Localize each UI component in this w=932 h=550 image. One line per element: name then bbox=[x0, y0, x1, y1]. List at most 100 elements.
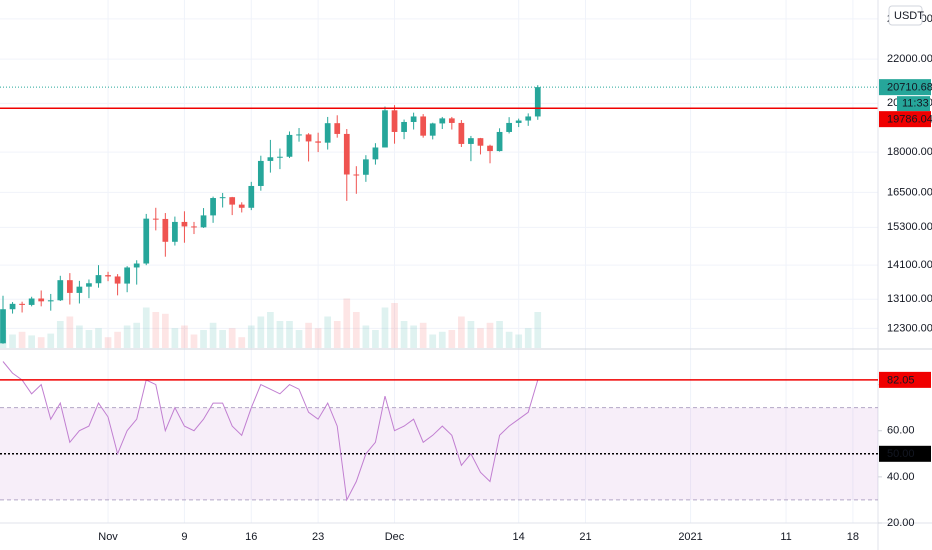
volume-bar bbox=[352, 312, 360, 348]
volume-bar bbox=[47, 333, 55, 348]
volume-bar bbox=[28, 335, 35, 348]
volume-bar bbox=[438, 331, 446, 348]
y-tick-label: 14100.00 bbox=[887, 259, 932, 271]
candle-body bbox=[353, 174, 360, 176]
volume-bar bbox=[534, 312, 542, 348]
y-tick-label: 15300.00 bbox=[887, 221, 932, 233]
volume-bar bbox=[458, 316, 465, 348]
candle-body bbox=[9, 303, 16, 310]
rsi-line bbox=[2, 361, 539, 502]
y-tick-label: 22000.00 bbox=[887, 53, 932, 65]
volume-bar bbox=[267, 312, 274, 348]
candle-body bbox=[429, 123, 436, 136]
volume-bar bbox=[181, 325, 188, 348]
countdown: 11:33 bbox=[902, 98, 929, 110]
candle-body bbox=[487, 145, 493, 152]
volume-bar bbox=[486, 322, 494, 348]
x-tick-label: 2021 bbox=[678, 531, 702, 543]
candle-body bbox=[0, 309, 6, 344]
y-tick-label: 16500.00 bbox=[887, 186, 932, 198]
x-tick-label: 9 bbox=[181, 531, 187, 543]
candle-body bbox=[114, 276, 121, 284]
volume-bar bbox=[257, 316, 265, 348]
candle-body bbox=[152, 218, 159, 220]
x-tick-label: 23 bbox=[312, 531, 324, 543]
candle-body bbox=[210, 198, 216, 216]
candle-body bbox=[28, 298, 35, 305]
candle-body bbox=[448, 118, 455, 123]
candle-body bbox=[372, 147, 379, 160]
candle-body bbox=[162, 218, 169, 242]
volume-bar bbox=[114, 331, 121, 348]
candle-body bbox=[200, 215, 207, 228]
x-tick-label: 11 bbox=[780, 531, 791, 543]
candle-body bbox=[439, 118, 446, 124]
candle-body bbox=[219, 197, 226, 199]
candle-body bbox=[286, 134, 293, 157]
candle-body bbox=[105, 275, 111, 277]
candle-body bbox=[267, 157, 274, 161]
candle-body bbox=[315, 141, 321, 143]
volume-bar bbox=[76, 325, 83, 348]
candle-body bbox=[66, 280, 73, 293]
rsi-midline-label-bg bbox=[879, 445, 931, 462]
volume-bar bbox=[429, 334, 437, 348]
candle-body bbox=[191, 226, 197, 228]
volume-bar bbox=[343, 298, 351, 348]
volume-bar bbox=[372, 330, 379, 348]
currency-badge bbox=[888, 5, 923, 26]
volume-bar bbox=[305, 322, 312, 348]
currency: USDT bbox=[894, 10, 924, 22]
candle-body bbox=[382, 110, 388, 148]
x-tick-label: Dec bbox=[385, 531, 405, 543]
volume-bar bbox=[123, 325, 131, 348]
rsi-tick-label: 60.00 bbox=[887, 425, 915, 437]
x-tick-label: 18 bbox=[847, 531, 859, 543]
volume-bar bbox=[190, 334, 198, 348]
volume-bar bbox=[9, 334, 16, 348]
candle-body bbox=[296, 134, 302, 136]
candle-body bbox=[47, 300, 54, 302]
level-label-bg bbox=[879, 111, 931, 128]
volume-bar bbox=[333, 321, 341, 348]
rsi-level-label-bg bbox=[879, 371, 931, 388]
candle-body bbox=[38, 298, 45, 302]
level-label: 19786.04 bbox=[887, 114, 932, 126]
volume-bar bbox=[496, 321, 503, 348]
volume-bar bbox=[286, 321, 293, 348]
candle-body bbox=[363, 159, 369, 175]
volume-bar bbox=[276, 321, 284, 348]
volume-bar bbox=[238, 337, 246, 348]
candle-body bbox=[95, 275, 102, 284]
volume-bar bbox=[142, 307, 150, 348]
volume-bar bbox=[324, 316, 332, 348]
candle-body bbox=[57, 280, 64, 301]
volume-bar bbox=[171, 328, 179, 348]
volume-bar bbox=[410, 325, 417, 348]
x-tick-label: 14 bbox=[513, 531, 525, 543]
candle-body bbox=[229, 197, 236, 205]
candle-body bbox=[334, 123, 341, 134]
candle-body bbox=[420, 116, 427, 136]
candle-body bbox=[143, 218, 150, 264]
candle-body bbox=[172, 221, 178, 242]
volume-bar bbox=[477, 328, 484, 348]
last-price-label: 20710.68 bbox=[887, 82, 932, 94]
y-tick-label: 12300.00 bbox=[887, 322, 932, 334]
candle-body bbox=[458, 122, 465, 144]
volume-bar bbox=[228, 328, 236, 348]
candle-body bbox=[86, 283, 92, 287]
volume-bar bbox=[505, 331, 513, 348]
candle-body bbox=[257, 160, 264, 186]
candle-body bbox=[181, 221, 188, 227]
candle-body bbox=[401, 121, 407, 132]
candle-body bbox=[238, 204, 245, 208]
volume-bar bbox=[247, 325, 255, 348]
volume-bar bbox=[200, 330, 207, 348]
candle-body bbox=[343, 133, 350, 175]
candle-body bbox=[124, 267, 131, 284]
volume-bar bbox=[209, 322, 217, 348]
candle-body bbox=[506, 122, 512, 132]
volume-bar bbox=[362, 325, 370, 348]
